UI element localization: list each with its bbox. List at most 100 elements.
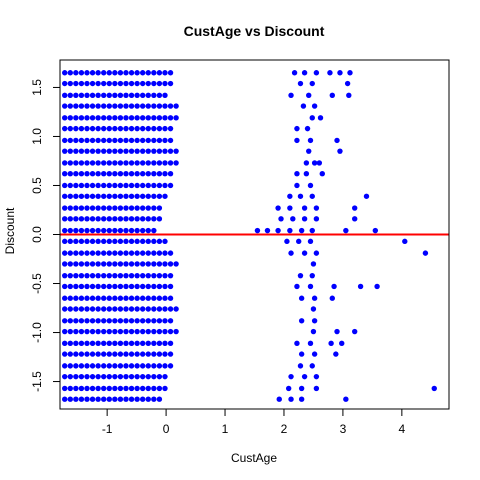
x-tick-label: 1 (222, 422, 229, 436)
data-point (168, 284, 173, 289)
data-point (299, 396, 304, 401)
data-point (314, 205, 319, 210)
data-point (301, 103, 306, 108)
data-point (129, 126, 134, 131)
data-point (90, 93, 95, 98)
data-point (90, 239, 95, 244)
data-point (73, 115, 78, 120)
data-point (299, 351, 304, 356)
data-point (146, 318, 151, 323)
data-point (134, 183, 139, 188)
data-point (118, 239, 123, 244)
data-point (95, 329, 100, 334)
data-point (73, 250, 78, 255)
data-point (146, 239, 151, 244)
data-point (95, 194, 100, 199)
data-point (157, 239, 162, 244)
data-point (146, 81, 151, 86)
data-point (73, 171, 78, 176)
data-point (95, 148, 100, 153)
data-point (101, 239, 106, 244)
data-point (79, 386, 84, 391)
data-point (68, 273, 73, 278)
data-point (123, 273, 128, 278)
data-point (140, 205, 145, 210)
data-point (306, 93, 311, 98)
data-point (84, 148, 89, 153)
data-point (107, 374, 112, 379)
data-point (62, 351, 67, 356)
data-point (173, 261, 178, 266)
data-point (112, 160, 117, 165)
data-point (308, 138, 313, 143)
data-point (168, 171, 173, 176)
y-axis-label: Discount (3, 207, 17, 254)
data-point (123, 138, 128, 143)
data-point (302, 374, 307, 379)
data-point (347, 70, 352, 75)
data-point (62, 93, 67, 98)
data-point (84, 261, 89, 266)
data-point (123, 396, 128, 401)
data-point (79, 239, 84, 244)
data-point (123, 306, 128, 311)
data-point (151, 205, 156, 210)
data-point (352, 329, 357, 334)
data-point (304, 160, 309, 165)
data-point (134, 70, 139, 75)
data-point (79, 103, 84, 108)
data-point (423, 250, 428, 255)
data-point (151, 306, 156, 311)
data-point (68, 386, 73, 391)
data-point (173, 160, 178, 165)
data-point (79, 228, 84, 233)
data-point (140, 171, 145, 176)
data-point (286, 386, 291, 391)
data-point (146, 103, 151, 108)
data-point (95, 126, 100, 131)
data-point (73, 138, 78, 143)
data-point (79, 329, 84, 334)
data-point (157, 115, 162, 120)
data-point (90, 351, 95, 356)
data-point (112, 103, 117, 108)
data-point (134, 306, 139, 311)
data-point (95, 261, 100, 266)
data-point (101, 70, 106, 75)
data-point (90, 363, 95, 368)
data-point (123, 296, 128, 301)
data-point (90, 216, 95, 221)
data-point (287, 228, 292, 233)
data-point (79, 183, 84, 188)
data-point (352, 216, 357, 221)
data-point (134, 318, 139, 323)
data-point (62, 374, 67, 379)
data-point (107, 216, 112, 221)
data-point (73, 183, 78, 188)
data-point (140, 374, 145, 379)
data-point (296, 239, 301, 244)
data-point (62, 81, 67, 86)
data-point (151, 93, 156, 98)
data-point (112, 396, 117, 401)
data-point (112, 115, 117, 120)
data-point (118, 329, 123, 334)
data-point (146, 363, 151, 368)
data-point (162, 81, 167, 86)
data-point (90, 194, 95, 199)
data-point (134, 194, 139, 199)
data-point (62, 148, 67, 153)
data-point (123, 386, 128, 391)
data-point (90, 138, 95, 143)
data-point (107, 171, 112, 176)
data-point (101, 284, 106, 289)
data-point (129, 396, 134, 401)
data-point (299, 318, 304, 323)
data-point (151, 216, 156, 221)
data-point (62, 205, 67, 210)
data-point (107, 93, 112, 98)
data-point (118, 171, 123, 176)
data-point (306, 148, 311, 153)
data-point (90, 318, 95, 323)
data-point (68, 160, 73, 165)
